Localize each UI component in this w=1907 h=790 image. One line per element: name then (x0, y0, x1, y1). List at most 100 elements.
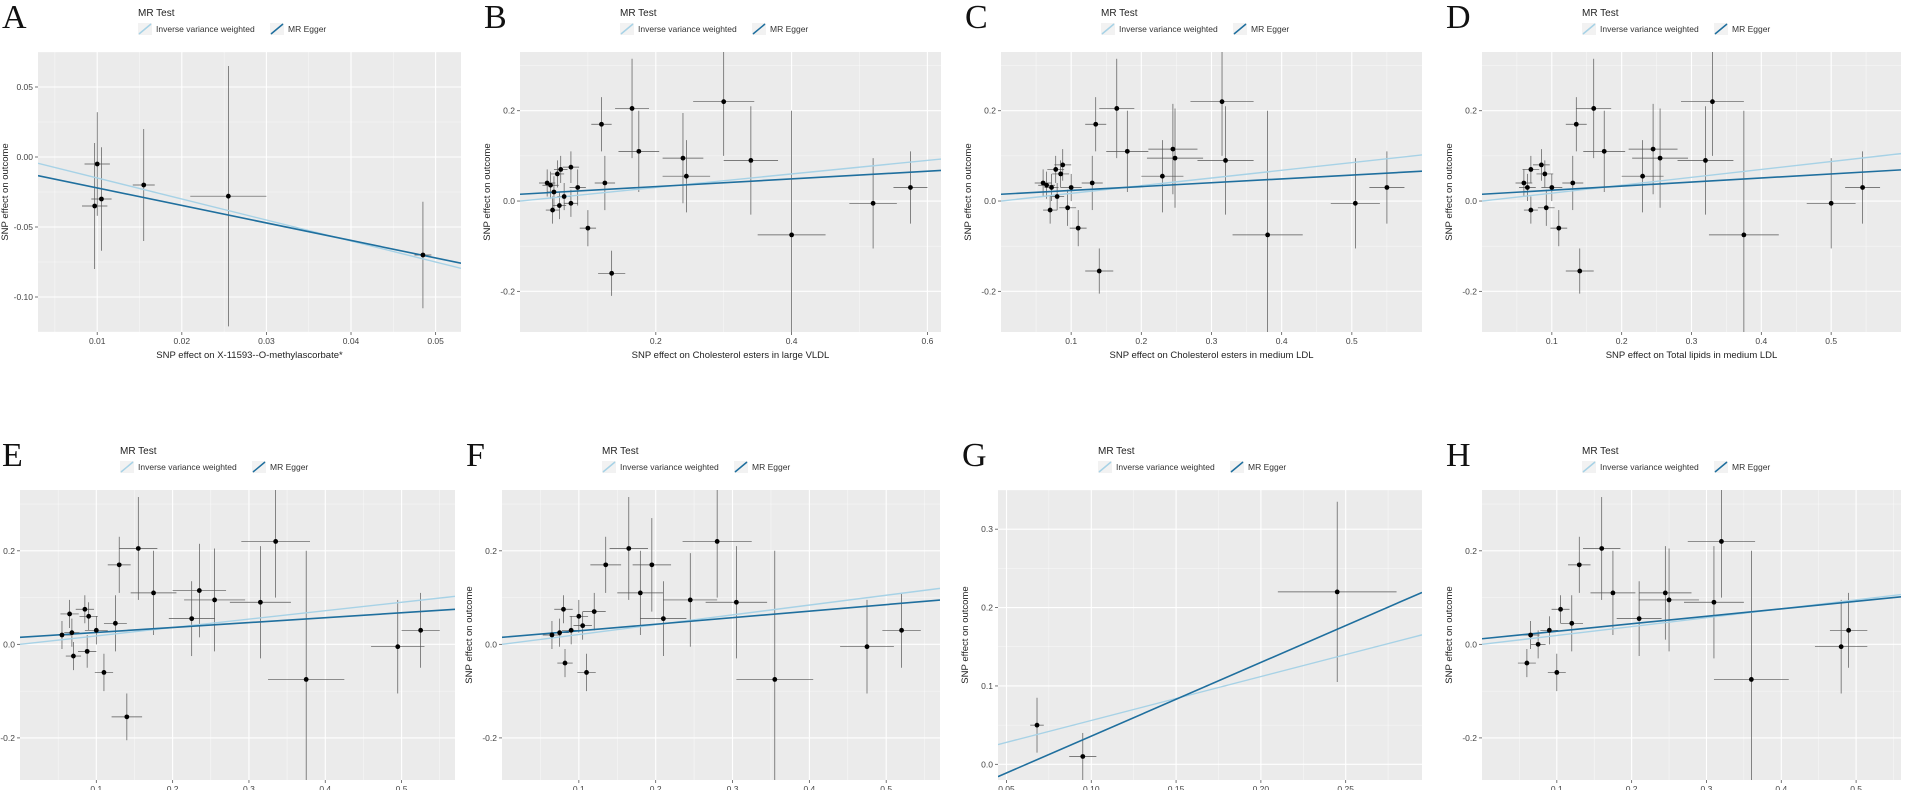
data-point (660, 616, 666, 622)
legend-egger-label: MR Egger (1732, 24, 1770, 34)
ivw-regression-line (998, 634, 1422, 746)
egger-regression-line (1001, 170, 1422, 196)
panel-d: D MR Test Inverse variance weighted MR Egge… (1444, 0, 1901, 361)
data-point (1093, 121, 1099, 127)
data-point (550, 207, 555, 213)
data-point (1528, 167, 1534, 172)
legend-title: MR Test (138, 8, 175, 19)
x-axis-title: SNP effect on Cholesterol esters in larg… (632, 350, 830, 361)
legend-egger-line (1230, 461, 1244, 473)
y-tick-label: -0.05 (14, 222, 34, 232)
ivw-regression-line (1482, 152, 1901, 202)
y-tick-label: 0.0 (3, 639, 15, 649)
data-point (67, 611, 73, 617)
data-point (1662, 590, 1668, 596)
legend-egger-label: MR Egger (1251, 24, 1289, 34)
x-axis-title: SNP effect on Total lipids in medium LDL (1606, 350, 1778, 361)
data-layer (1001, 52, 1422, 332)
legend-ivw-line (620, 23, 634, 35)
x-tick-label: 0.2 (650, 784, 662, 790)
x-tick-label: 0.5 (396, 784, 408, 790)
data-point (225, 193, 231, 199)
data-point (1610, 590, 1616, 596)
data-point (1524, 660, 1530, 666)
legend-ivw-line (1582, 23, 1596, 35)
legend-egger-line (252, 461, 266, 473)
data-point (59, 632, 65, 638)
data-point (1219, 99, 1225, 105)
y-tick-label: 0.0 (485, 639, 497, 649)
panel-h: H MR Test Inverse variance weighted MR Egge… (1444, 437, 1901, 790)
x-tick-label: 0.3 (727, 784, 739, 790)
data-point (1640, 173, 1646, 179)
x-tick-label: 0.15 (1168, 784, 1185, 790)
x-tick-label: 0.10 (1083, 784, 1100, 790)
x-axis-title: SNP effect on X-11593--O-methylascorbate… (156, 350, 343, 361)
y-axis-title: SNP effect on outcome (482, 143, 493, 240)
ivw-regression-line (20, 595, 455, 646)
legend-ivw-label: Inverse variance weighted (1119, 24, 1218, 34)
x-tick-label: 0.1 (573, 784, 585, 790)
data-point (864, 644, 870, 650)
data-point (1334, 589, 1340, 595)
data-point (544, 180, 550, 186)
legend-ivw-label: Inverse variance weighted (638, 24, 737, 34)
plot-background (520, 52, 941, 332)
data-point (1577, 268, 1583, 274)
y-tick-label: 0.1 (981, 681, 993, 691)
panel-letter: B (484, 0, 507, 36)
data-point (721, 99, 727, 105)
y-tick-label: 0.2 (485, 546, 497, 556)
data-point (1666, 597, 1672, 603)
y-axis-title: SNP effect on outcome (1444, 143, 1455, 240)
data-point (576, 613, 582, 619)
legend-ivw-line (1098, 461, 1112, 473)
legend-ivw-line (138, 23, 152, 35)
data-point (637, 590, 643, 596)
legend-egger-line (270, 23, 284, 35)
data-point (629, 106, 635, 111)
plot-background (502, 490, 940, 780)
x-tick-label: 0.5 (1825, 336, 1837, 346)
ivw-regression-line (1001, 154, 1422, 202)
panel-letter: H (1446, 437, 1471, 474)
legend-title: MR Test (602, 446, 639, 457)
legend-title: MR Test (1101, 8, 1138, 19)
data-point (551, 189, 557, 195)
gridlines (38, 52, 461, 332)
data-layer (20, 490, 455, 780)
data-point (94, 161, 100, 167)
y-tick-label: -0.2 (500, 286, 515, 296)
data-point (1542, 171, 1548, 177)
x-tick-label: 0.4 (1755, 336, 1767, 346)
y-tick-label: 0.0 (503, 196, 515, 206)
data-point (585, 225, 591, 231)
data-point (1521, 180, 1527, 186)
legend-egger-line (1714, 461, 1728, 473)
data-point (636, 148, 642, 154)
data-point (92, 203, 98, 209)
data-point (599, 121, 604, 127)
data-point (1053, 167, 1059, 172)
y-axis-title: SNP effect on outcome (960, 586, 971, 683)
legend-egger-label: MR Egger (288, 24, 326, 34)
data-layer (38, 66, 461, 327)
y-axis-title: SNP effect on outcome (963, 143, 974, 240)
data-point (1846, 627, 1852, 633)
x-tick-label: 0.05 (427, 336, 444, 346)
data-layer (520, 52, 941, 332)
legend-ivw-line (1582, 461, 1596, 473)
legend-ivw-label: Inverse variance weighted (1600, 24, 1699, 34)
data-point (1599, 546, 1605, 551)
x-tick-label: 0.2 (1135, 336, 1147, 346)
legend-egger-label: MR Egger (1248, 462, 1286, 472)
data-point (1223, 157, 1228, 163)
data-point (556, 203, 562, 208)
data-point (626, 546, 632, 551)
egger-regression-line (20, 608, 455, 639)
data-point (1528, 207, 1534, 213)
data-point (1657, 155, 1663, 161)
y-tick-label: 0.2 (981, 603, 993, 613)
panel-c: C MR Test Inverse variance weighted MR Egge… (963, 0, 1422, 361)
data-point (554, 171, 560, 177)
